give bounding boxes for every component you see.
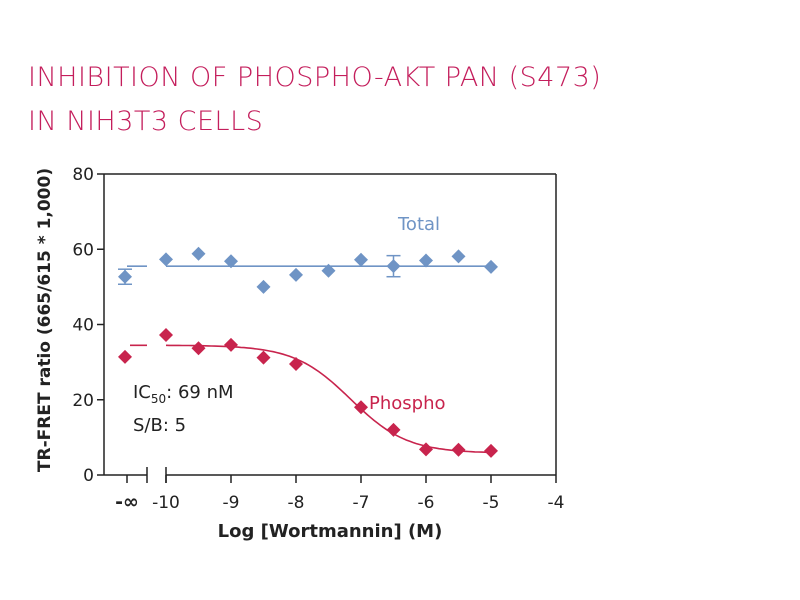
total-data-point bbox=[484, 259, 498, 274]
ic50-annotation: IC50: 69 nM bbox=[133, 382, 234, 406]
x-tick-label: -5 bbox=[483, 493, 500, 513]
total-data-point bbox=[256, 279, 271, 294]
x-tick-label: -10 bbox=[152, 493, 180, 513]
total-data-point bbox=[451, 249, 466, 264]
y-tick-label: 20 bbox=[72, 391, 94, 411]
total-data-point bbox=[419, 253, 433, 268]
phospho-data-point bbox=[191, 341, 206, 356]
x-axis-label: Log [Wortmannin] (M) bbox=[218, 521, 443, 542]
y-tick-label: 60 bbox=[72, 240, 94, 260]
y-tick-label: 40 bbox=[72, 316, 94, 336]
y-tick-label: 80 bbox=[72, 165, 94, 185]
series-label-total: Total bbox=[397, 214, 440, 235]
y-axis-label: TR-FRET ratio (665/615 * 1,000) bbox=[35, 168, 55, 472]
y-tick-label: 0 bbox=[83, 466, 94, 486]
x-tick-label: -4 bbox=[548, 493, 565, 513]
sb-annotation: S/B: 5 bbox=[133, 415, 186, 436]
total-data-point bbox=[354, 252, 368, 267]
phospho-data-point bbox=[386, 422, 401, 437]
x-tick-label: -9 bbox=[223, 493, 240, 513]
phospho-data-point bbox=[256, 350, 271, 365]
total-data-point-baseline bbox=[118, 269, 132, 284]
chart-title-line-2: IN NIH3T3 CELLS bbox=[28, 106, 264, 137]
phospho-data-point bbox=[224, 337, 238, 352]
phospho-data-point bbox=[419, 442, 433, 457]
x-tick-label: -8 bbox=[288, 493, 305, 513]
total-data-point bbox=[289, 267, 303, 282]
chart-title-line-1: INHIBITION OF PHOSPHO-AKT PAN (S473) bbox=[28, 62, 602, 93]
phospho-data-point bbox=[289, 357, 303, 372]
series-label-phospho: Phospho bbox=[369, 393, 446, 414]
x-tick-label: -7 bbox=[353, 493, 370, 513]
phospho-data-point bbox=[354, 400, 368, 415]
phospho-fit-curve bbox=[165, 344, 492, 454]
total-data-point bbox=[224, 254, 238, 269]
total-data-point bbox=[191, 246, 206, 261]
phospho-data-point bbox=[451, 442, 466, 457]
phospho-data-point bbox=[159, 328, 173, 343]
phospho-data-point bbox=[484, 443, 498, 458]
x-tick-label: -6 bbox=[418, 493, 435, 513]
phospho-data-point-baseline bbox=[118, 349, 132, 364]
x-tick-label-neg-infinity: -∞ bbox=[115, 491, 139, 513]
total-data-point bbox=[386, 259, 401, 274]
total-data-point bbox=[159, 252, 173, 267]
total-data-point bbox=[321, 263, 336, 278]
